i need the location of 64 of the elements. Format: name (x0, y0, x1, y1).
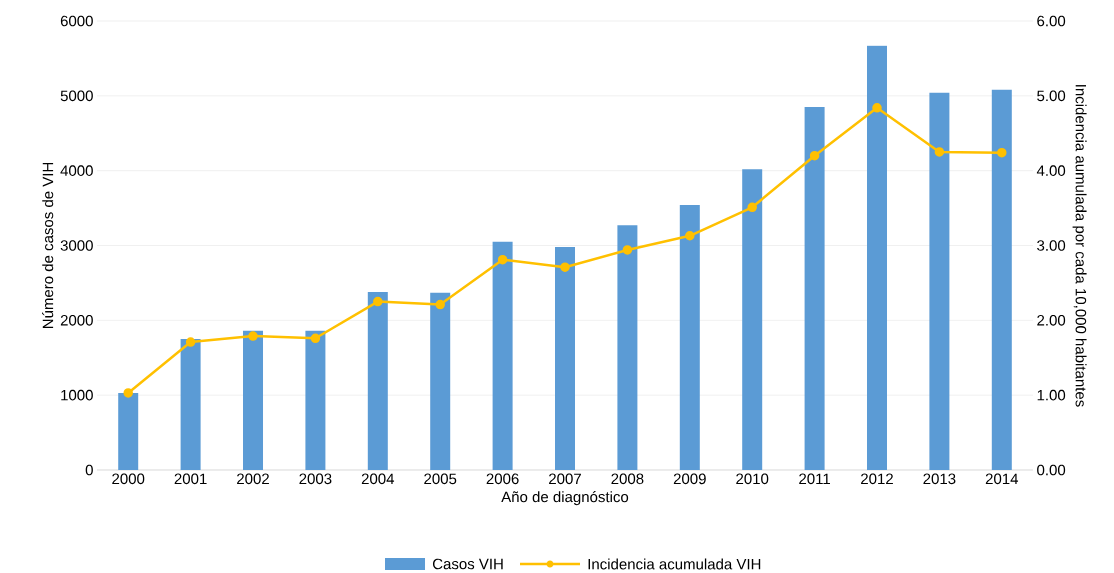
x-tick-label: 2013 (923, 473, 956, 485)
point (809, 150, 820, 161)
legend-label: Casos VIH (432, 558, 503, 570)
x-tick-label: 2000 (112, 473, 145, 485)
x-tick-label: 2003 (299, 473, 332, 485)
y-tick-label: 5000 (60, 90, 93, 102)
bar (929, 92, 950, 470)
x-tick-label: 2005 (424, 473, 457, 485)
bar (991, 89, 1012, 470)
y-axis-title: Número de casos de VIH (42, 162, 54, 329)
x-tick-label: 2008 (611, 473, 644, 485)
y2-tick-label: 1.00 (1037, 389, 1066, 401)
y2-tick-label: 6.00 (1037, 15, 1066, 27)
y-tick-label: 0 (85, 464, 93, 476)
point (685, 231, 695, 241)
legend-label: Incidencia acumulada VIH (588, 558, 761, 570)
bar (679, 205, 700, 470)
y2-tick-label: 0.00 (1037, 464, 1066, 476)
y2-axis-title: Incidencia aumulada por cada 10,000 habitantes (1072, 85, 1087, 407)
point (747, 202, 757, 213)
y2-tick-label: 2.00 (1037, 315, 1066, 326)
point (872, 103, 882, 113)
x-tick-label: 2009 (673, 473, 706, 485)
x-tick-label: 2014 (985, 473, 1019, 485)
bar (118, 392, 139, 470)
x-tick-label: 2010 (736, 473, 769, 485)
point (248, 331, 258, 341)
x-tick-label: 2012 (861, 473, 893, 485)
y-tick-label: 1000 (61, 389, 93, 401)
y2-tick-label: 5.00 (1037, 90, 1066, 102)
x-tick-label: 2004 (361, 473, 395, 485)
bar (492, 241, 513, 470)
point (934, 147, 945, 157)
point (497, 254, 508, 265)
x-tick-label: 2002 (237, 473, 269, 485)
bar (430, 292, 451, 470)
y-tick-label: 3000 (60, 240, 93, 251)
y-tick-label: 6000 (60, 15, 93, 27)
y-tick-label: 2000 (60, 315, 93, 326)
bar (367, 291, 388, 470)
bar (617, 225, 638, 470)
point (310, 333, 321, 344)
y2-tick-label: 3.00 (1037, 240, 1066, 251)
bar (867, 45, 887, 470)
bar (243, 330, 264, 470)
point (997, 147, 1007, 158)
bar (742, 169, 763, 470)
bar (305, 330, 326, 470)
point (373, 296, 383, 307)
point (622, 245, 633, 255)
x-tick-label: 2001 (174, 473, 207, 485)
x-tick-label: 2006 (486, 473, 519, 485)
x-axis-title: Año de diagnóstico (501, 491, 629, 506)
point (435, 299, 445, 310)
y-tick-label: 4000 (60, 165, 93, 176)
point (185, 337, 196, 347)
bar (804, 107, 825, 470)
point (560, 262, 570, 272)
bar (555, 246, 576, 470)
x-tick-label: 2007 (549, 473, 581, 485)
point (123, 388, 133, 398)
x-tick-label: 2011 (799, 473, 830, 485)
bar (180, 339, 201, 470)
y2-tick-label: 4.00 (1036, 165, 1066, 176)
